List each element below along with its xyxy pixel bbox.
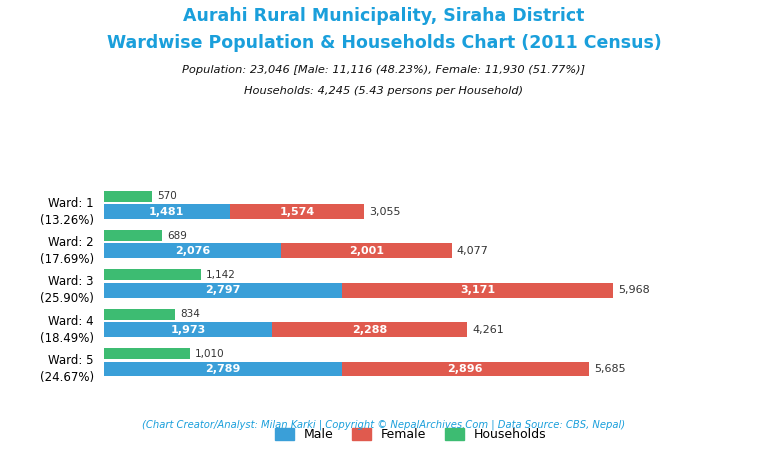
Bar <box>342 361 589 376</box>
Bar <box>230 204 364 219</box>
Bar <box>104 191 152 202</box>
Text: 1,481: 1,481 <box>149 207 184 216</box>
Text: Population: 23,046 [Male: 11,116 (48.23%), Female: 11,930 (51.77%)]: Population: 23,046 [Male: 11,116 (48.23%… <box>183 65 585 75</box>
Text: 4,077: 4,077 <box>457 246 488 256</box>
Text: 689: 689 <box>167 231 187 241</box>
Text: 2,288: 2,288 <box>352 325 387 335</box>
Text: 834: 834 <box>180 309 200 319</box>
Text: 4,261: 4,261 <box>472 325 504 335</box>
Text: 570: 570 <box>157 191 177 201</box>
Text: 1,142: 1,142 <box>207 270 236 280</box>
Bar <box>104 243 281 259</box>
Text: 3,171: 3,171 <box>460 285 495 295</box>
Bar <box>104 269 201 281</box>
Bar <box>272 322 467 337</box>
Text: Aurahi Rural Municipality, Siraha District: Aurahi Rural Municipality, Siraha Distri… <box>184 7 584 25</box>
Legend: Male, Female, Households: Male, Female, Households <box>270 423 551 446</box>
Text: (Chart Creator/Analyst: Milan Karki | Copyright © NepalArchives.Com | Data Sourc: (Chart Creator/Analyst: Milan Karki | Co… <box>142 419 626 430</box>
Bar <box>104 230 163 241</box>
Text: 1,973: 1,973 <box>170 325 206 335</box>
Bar <box>104 361 342 376</box>
Bar <box>104 348 190 359</box>
Text: Wardwise Population & Households Chart (2011 Census): Wardwise Population & Households Chart (… <box>107 34 661 52</box>
Bar <box>104 283 343 298</box>
Text: 2,797: 2,797 <box>205 285 240 295</box>
Text: 1,010: 1,010 <box>195 349 224 359</box>
Bar <box>104 322 272 337</box>
Text: Households: 4,245 (5.43 persons per Household): Households: 4,245 (5.43 persons per Hous… <box>244 86 524 96</box>
Text: 2,789: 2,789 <box>205 364 240 374</box>
Text: 5,968: 5,968 <box>618 285 650 295</box>
Text: 2,001: 2,001 <box>349 246 384 256</box>
Text: 3,055: 3,055 <box>369 207 401 216</box>
Text: 2,896: 2,896 <box>448 364 483 374</box>
Bar <box>343 283 613 298</box>
Text: 5,685: 5,685 <box>594 364 626 374</box>
Bar <box>104 204 230 219</box>
Bar <box>281 243 452 259</box>
Bar <box>104 309 175 320</box>
Text: 2,076: 2,076 <box>174 246 210 256</box>
Text: 1,574: 1,574 <box>280 207 315 216</box>
